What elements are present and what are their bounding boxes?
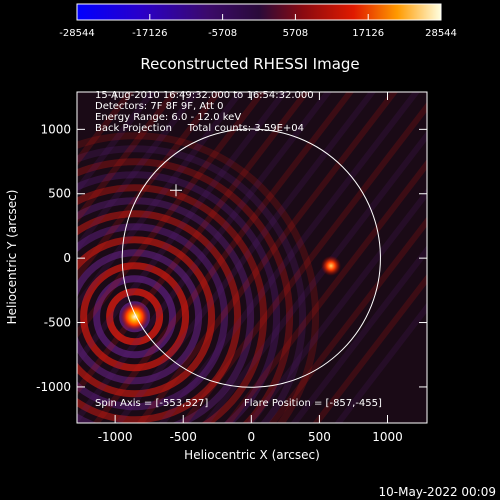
- colorbar-ticks: [76, 14, 442, 20]
- secondary-source: [320, 255, 341, 276]
- ring-lobe: [106, 288, 164, 346]
- streak: [77, 92, 223, 282]
- annotation-energy: Energy Range: 6.0 - 12.0 keV: [95, 112, 241, 123]
- y-axis-label: Heliocentric Y (arcsec): [5, 190, 19, 325]
- ring-lobe: [93, 275, 177, 359]
- streak: [246, 187, 427, 423]
- y-tick-label: 500: [48, 187, 71, 201]
- x-tick-label: -1000: [98, 430, 133, 444]
- streak: [180, 101, 427, 423]
- colorbar: [76, 3, 442, 21]
- annotation-detectors: Detectors: 7F 8F 9F, Att 0: [95, 101, 223, 112]
- x-tick-label: 1000: [372, 430, 403, 444]
- ring-lobe: [77, 197, 255, 423]
- spin-axis-label: Spin Axis = [-553,527]: [95, 398, 208, 409]
- streak: [77, 92, 135, 167]
- backprojection-pattern: [77, 92, 427, 423]
- plot-frame: [76, 91, 428, 424]
- y-axis-ticks: -1000 -500 0 500 1000: [36, 122, 427, 394]
- streak: [334, 302, 427, 423]
- streak: [114, 92, 377, 423]
- solar-limb: [121, 128, 381, 388]
- timestamp: 10-May-2022 00:09: [379, 485, 496, 499]
- streak: [92, 92, 355, 423]
- y-tick-label: -500: [44, 316, 71, 330]
- colorbar-tick-label: -28544: [59, 28, 94, 39]
- ring-lobe: [77, 223, 229, 411]
- annotation-time: 15-Aug-2010 16:49:32.000 to 16:54:32.000: [95, 90, 314, 101]
- ring-lobe: [77, 210, 242, 423]
- annotations: 15-Aug-2010 16:49:32.000 to 16:54:32.000…: [95, 90, 314, 134]
- annotation-method: Back Projection Total counts: 3.59E+04: [95, 123, 304, 134]
- image-area: [77, 92, 427, 423]
- flare-source: [120, 302, 149, 331]
- streak: [77, 92, 289, 368]
- ring-lobe: [77, 249, 203, 385]
- streak: [312, 273, 427, 423]
- sources: [120, 255, 341, 331]
- streak: [202, 130, 427, 423]
- streak: [77, 92, 333, 423]
- ring-lobe: [77, 184, 268, 423]
- streak: [77, 92, 157, 196]
- ring-lobe: [77, 132, 320, 423]
- y-tick-label: 1000: [40, 122, 71, 136]
- chart-title: Reconstructed RHESSI Image: [140, 55, 359, 73]
- ring-lobe: [80, 262, 190, 372]
- streak: [77, 92, 267, 339]
- y-tick-label: -1000: [36, 380, 71, 394]
- streak: [158, 92, 421, 423]
- streak: [224, 159, 427, 423]
- colorbar-labels: -28544 -17126 -5708 5708 17126 28544: [59, 28, 457, 39]
- streak: [290, 245, 427, 423]
- streak: [268, 216, 427, 423]
- x-tick-label: 0: [247, 430, 255, 444]
- streak: [77, 92, 201, 253]
- streak: [77, 92, 245, 310]
- ring-lobe: [77, 145, 307, 423]
- colorbar-tick-label: 5708: [283, 28, 308, 39]
- spin-axis-marker: [170, 184, 183, 197]
- ring-lobe: [77, 236, 216, 398]
- streak: [77, 92, 311, 396]
- colorbar-tick-label: -17126: [132, 28, 167, 39]
- x-tick-label: -500: [170, 430, 197, 444]
- x-axis-label: Heliocentric X (arcsec): [184, 448, 320, 462]
- ring-lobe: [77, 158, 294, 423]
- x-tick-label: 500: [308, 430, 331, 444]
- x-axis-ticks: -1000 -500 0 500 1000: [98, 92, 403, 444]
- colorbar-tick-label: -5708: [208, 28, 237, 39]
- flare-position-label: Flare Position = [-857,-455]: [244, 398, 382, 409]
- ring-lobe: [77, 171, 281, 423]
- colorbar-tick-label: 17126: [352, 28, 384, 39]
- colorbar-tick-label: 28544: [425, 28, 457, 39]
- streak: [136, 92, 399, 423]
- y-tick-label: 0: [63, 251, 71, 265]
- streak: [77, 92, 179, 224]
